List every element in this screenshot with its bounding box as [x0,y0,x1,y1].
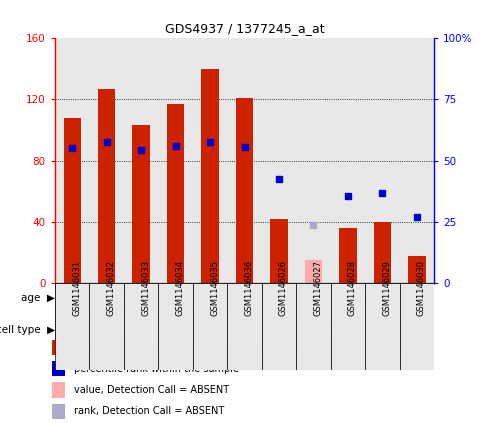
Bar [227,38,262,283]
Bar [227,283,262,370]
Bar [365,283,400,370]
Bar [236,98,253,283]
Text: GSM1146033: GSM1146033 [141,260,150,316]
Bar [262,283,434,313]
Bar [296,283,331,370]
Text: 10 week adult: 10 week adult [311,293,385,303]
Bar [158,313,262,347]
Bar [124,38,158,283]
Bar [167,104,184,283]
Bar [374,222,391,283]
Text: GSM1146028: GSM1146028 [348,260,357,316]
Text: GSM1146035: GSM1146035 [210,260,219,316]
Bar [331,283,365,370]
Bar [262,38,296,283]
Bar [132,126,150,283]
Bar [305,261,322,283]
Text: GSM1146026: GSM1146026 [279,260,288,316]
Bar [193,283,227,370]
Bar [89,38,124,283]
Bar [124,283,158,370]
Text: beta cells: beta cells [83,325,130,335]
Bar [339,228,357,283]
Bar [55,283,262,313]
Text: GSM1146036: GSM1146036 [245,260,253,316]
Text: value, Detection Call = ABSENT: value, Detection Call = ABSENT [74,385,230,395]
Bar [63,118,81,283]
Text: 2-3 day neonate: 2-3 day neonate [116,293,201,303]
Bar [52,404,65,419]
Bar [158,38,193,283]
Title: GDS4937 / 1377245_a_at: GDS4937 / 1377245_a_at [165,22,324,36]
Bar [89,283,124,370]
Text: beta cells: beta cells [324,325,372,335]
Bar [408,256,426,283]
Bar [270,219,287,283]
Text: count: count [74,343,102,353]
Bar [262,283,296,370]
Bar [202,69,219,283]
Bar [331,38,365,283]
Bar [365,38,400,283]
Bar [52,382,65,398]
Bar [158,283,193,370]
Text: GSM1146032: GSM1146032 [107,260,116,316]
Text: percentile rank within the sample: percentile rank within the sample [74,364,240,374]
Bar [262,313,434,347]
Bar [55,313,158,347]
Text: rank, Detection Call = ABSENT: rank, Detection Call = ABSENT [74,406,225,416]
Text: GSM1146029: GSM1146029 [382,260,391,316]
Bar [55,283,89,370]
Text: cell type  ▶: cell type ▶ [0,325,55,335]
Bar [296,38,331,283]
Bar [55,38,89,283]
Bar [400,38,434,283]
Bar [400,283,434,370]
Bar [193,38,227,283]
Bar [52,361,65,376]
Text: GSM1146034: GSM1146034 [176,260,185,316]
Text: age  ▶: age ▶ [21,293,55,303]
Bar [98,89,115,283]
Text: GSM1146030: GSM1146030 [417,260,426,316]
Text: non-endocrine islet
cells: non-endocrine islet cells [163,319,257,341]
Text: GSM1146027: GSM1146027 [313,260,322,316]
Text: GSM1146031: GSM1146031 [72,260,81,316]
Bar [52,340,65,355]
